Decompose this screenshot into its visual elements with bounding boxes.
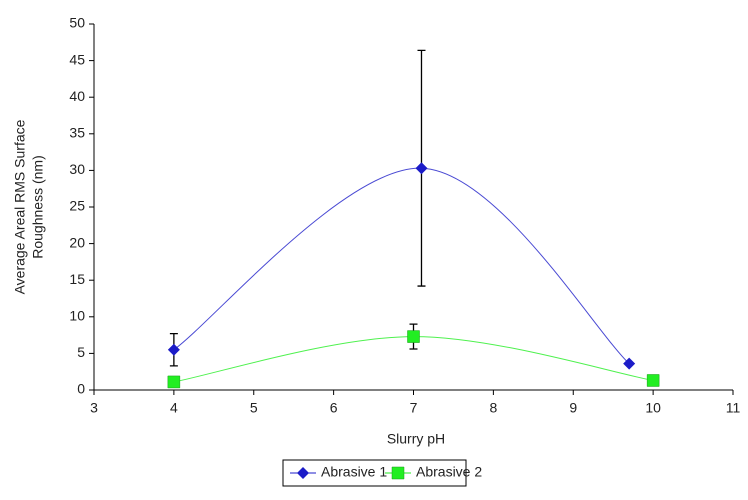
series-line — [173, 167, 630, 365]
x-tick-label: 7 — [410, 400, 418, 416]
legend — [282, 459, 467, 487]
x-tick-label: 4 — [170, 400, 178, 416]
marker — [623, 357, 636, 370]
y-tick-label: 20 — [69, 234, 85, 250]
y-tick-label: 0 — [77, 381, 85, 397]
marker — [167, 375, 181, 389]
x-tick-label: 9 — [569, 400, 577, 416]
x-tick-label: 5 — [250, 400, 258, 416]
y-axis-label: Roughness (nm) — [30, 155, 46, 259]
y-tick-label: 10 — [69, 308, 85, 324]
y-tick-label: 30 — [69, 161, 85, 177]
x-tick-label: 6 — [330, 400, 338, 416]
x-tick-label: 8 — [489, 400, 497, 416]
x-tick-label: 11 — [726, 400, 741, 416]
marker — [167, 343, 180, 356]
y-tick-label: 45 — [69, 51, 85, 67]
legend-marker — [391, 466, 405, 480]
y-tick-label: 25 — [69, 198, 85, 214]
legend-label: Abrasive 1 — [321, 464, 387, 480]
y-tick-label: 50 — [69, 15, 85, 31]
legend-marker — [297, 467, 309, 479]
legend-label: Abrasive 2 — [416, 464, 482, 480]
y-tick-label: 35 — [69, 125, 85, 141]
y-tick-label: 40 — [69, 88, 85, 104]
y-axis-label: Average Areal RMS Surface — [12, 119, 28, 294]
x-axis-label: Slurry pH — [387, 431, 445, 447]
x-tick-label: 10 — [645, 400, 661, 416]
x-tick-label: 3 — [90, 400, 98, 416]
y-tick-label: 15 — [69, 271, 85, 287]
marker — [407, 330, 420, 343]
marker — [415, 162, 428, 175]
marker — [646, 374, 660, 387]
y-tick-label: 5 — [77, 344, 85, 360]
